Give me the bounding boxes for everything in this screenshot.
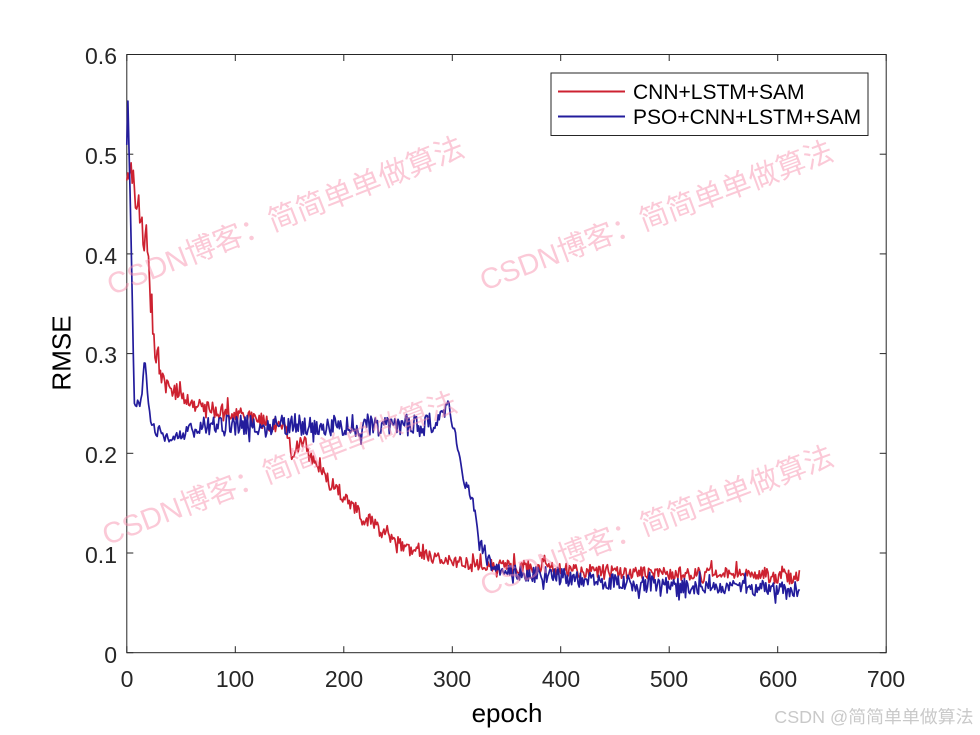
svg-text:CSDN: CSDN xyxy=(476,544,565,603)
svg-text:CSDN @: CSDN @ xyxy=(774,707,848,727)
svg-text:CSDN: CSDN xyxy=(476,239,565,298)
